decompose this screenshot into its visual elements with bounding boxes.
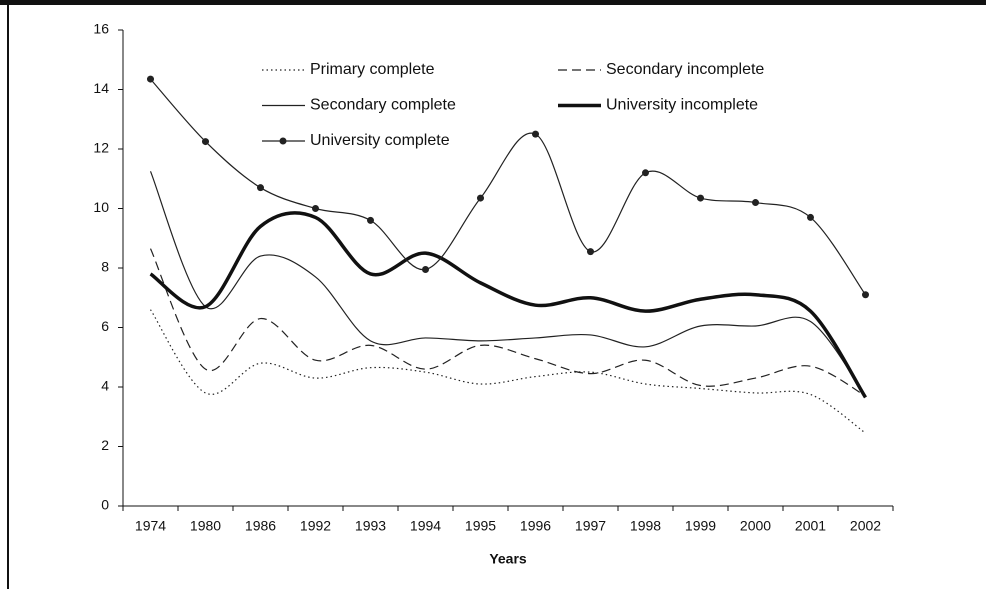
x-tick-label: 1997 — [575, 518, 606, 534]
series-marker — [587, 248, 594, 256]
frame-top — [0, 0, 986, 5]
y-tick-label: 2 — [101, 437, 109, 453]
series-line — [149, 248, 866, 397]
x-tick-label: 1998 — [630, 518, 661, 534]
x-tick-label: 1995 — [465, 518, 496, 534]
y-tick-label: 8 — [101, 259, 109, 275]
x-tick-label: 1974 — [135, 518, 166, 534]
x-tick-label: 1993 — [355, 518, 386, 534]
x-tick-label: 1992 — [300, 518, 331, 534]
x-tick-label: 1999 — [685, 518, 716, 534]
series-marker — [642, 169, 649, 177]
series-line — [150, 78, 866, 296]
series-marker — [532, 130, 539, 138]
legend-label: University incomplete — [606, 97, 758, 114]
series-marker — [202, 138, 209, 146]
y-tick-label: 10 — [93, 199, 109, 215]
series-marker — [477, 194, 484, 202]
y-tick-label: 6 — [101, 318, 109, 334]
legend-label: Secondary incomplete — [606, 61, 764, 78]
series-marker — [147, 75, 154, 83]
x-tick-label: 1986 — [245, 518, 276, 534]
y-tick-label: 4 — [101, 378, 109, 394]
y-tick-label: 12 — [93, 140, 109, 156]
x-tick-label: 1994 — [410, 518, 441, 534]
series-line — [149, 171, 866, 397]
x-tick-label: 1996 — [520, 518, 551, 534]
x-tick-label: 1980 — [190, 518, 221, 534]
series-marker — [312, 205, 319, 212]
legend-label: Primary complete — [310, 61, 435, 78]
x-tick-label: 2000 — [740, 518, 771, 534]
y-tick-label: 14 — [93, 80, 109, 96]
series-marker — [752, 199, 759, 207]
series-marker — [697, 194, 704, 202]
y-tick-label: 16 — [93, 21, 109, 37]
x-tick-label: 2002 — [850, 518, 881, 534]
legend-label: University complete — [310, 132, 450, 149]
series-marker — [367, 216, 374, 224]
x-tick-label: 2001 — [795, 518, 826, 534]
y-tick-label: 0 — [101, 497, 109, 513]
series-marker — [862, 291, 869, 299]
x-axis-label: Years — [489, 551, 527, 567]
legend-label: Secondary complete — [310, 97, 456, 114]
series-line — [149, 309, 866, 434]
series-line — [149, 211, 867, 399]
series-marker — [257, 184, 264, 192]
series-marker — [422, 265, 429, 273]
series-marker — [807, 213, 814, 221]
legend-marker — [279, 137, 287, 145]
frame-left — [7, 0, 9, 589]
